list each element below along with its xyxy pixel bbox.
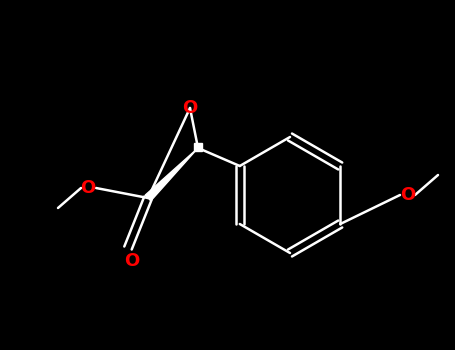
Text: O: O	[81, 179, 96, 197]
Text: O: O	[182, 99, 197, 117]
Text: O: O	[400, 186, 415, 204]
Text: O: O	[124, 252, 140, 270]
Polygon shape	[194, 143, 202, 151]
Polygon shape	[145, 148, 198, 201]
